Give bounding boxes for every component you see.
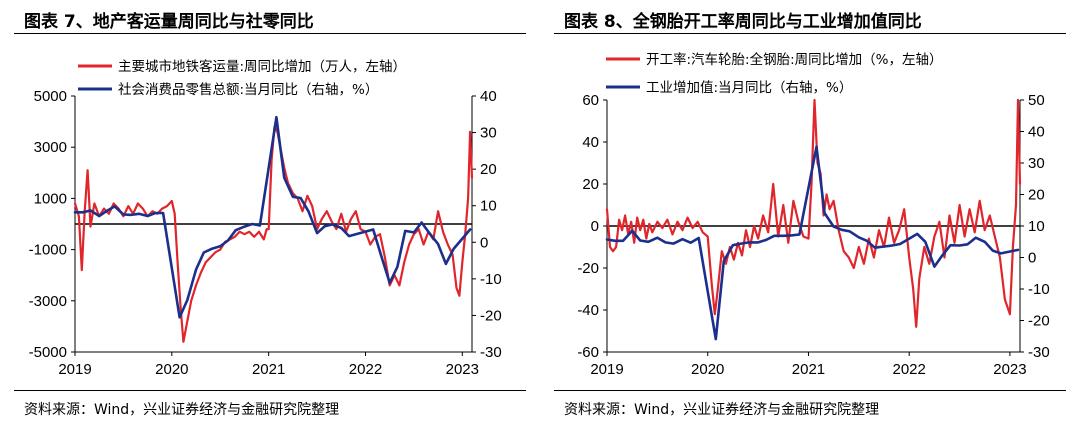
left-tick-label: 3000 <box>34 139 67 156</box>
x-tick-label: 2022 <box>349 361 382 378</box>
right-tick-label: 10 <box>480 198 497 215</box>
chart-title: 图表 8、全钢胎开工率周同比与工业增加值同比 <box>564 12 922 32</box>
right-tick-label: 40 <box>1028 124 1045 141</box>
source-note: 资料来源：Wind，兴业证券经济与金融研究院整理 <box>564 402 880 418</box>
right-tick-label: -30 <box>480 344 502 361</box>
left-tick-label: -1000 <box>29 242 67 259</box>
chart-panel-tire-industry: 图表 8、全钢胎开工率周同比与工业增加值同比 60 40 20 0 -20 -40 -60 5… <box>540 0 1080 427</box>
left-tick-label: 60 <box>582 92 599 109</box>
title-divider <box>14 33 526 34</box>
series-line-red <box>73 125 474 343</box>
right-tick-label: -20 <box>1028 313 1050 330</box>
left-tick-label: -3000 <box>29 293 67 310</box>
x-tick-label: 2021 <box>792 361 825 378</box>
right-tick-label: -10 <box>480 271 502 288</box>
legend-label: 主要城市地铁客运量:周同比增加（万人，左轴） <box>118 58 406 75</box>
right-tick-label: -30 <box>1028 344 1050 361</box>
source-divider <box>14 390 526 391</box>
x-tick-label: 2020 <box>155 361 188 378</box>
right-tick-label: 20 <box>1028 187 1045 204</box>
x-tick-label: 2019 <box>590 361 623 378</box>
source-note: 资料来源：Wind，兴业证券经济与金融研究院整理 <box>24 402 340 418</box>
left-tick-label: -5000 <box>29 344 67 361</box>
x-tick-label: 2020 <box>691 361 724 378</box>
left-tick-label: 20 <box>582 176 599 193</box>
right-tick-label: 30 <box>1028 155 1045 172</box>
left-tick-label: 0 <box>591 218 599 235</box>
left-tick-label: -20 <box>577 260 599 277</box>
right-tick-label: 40 <box>480 88 497 105</box>
right-tick-label: -10 <box>1028 281 1050 298</box>
right-tick-label: -20 <box>480 307 502 324</box>
title-divider <box>554 33 1066 34</box>
left-tick-label: 40 <box>582 134 599 151</box>
panel-header: 图表 7、地产客运量周同比与社零同比 <box>0 0 540 32</box>
left-tick-label: -40 <box>577 302 599 319</box>
source-divider <box>554 390 1066 391</box>
left-tick-label: -60 <box>577 344 599 361</box>
right-tick-label: 10 <box>1028 218 1045 235</box>
x-tick-label: 2019 <box>58 361 91 378</box>
x-tick-label: 2022 <box>893 361 926 378</box>
series-line-red <box>605 98 1022 328</box>
right-tick-label: 0 <box>480 234 488 251</box>
right-tick-label: 30 <box>480 125 497 142</box>
x-tick-label: 2023 <box>993 361 1026 378</box>
chart-title: 图表 7、地产客运量周同比与社零同比 <box>24 12 314 32</box>
right-tick-label: 50 <box>1028 92 1045 109</box>
chart-tire-industry: 60 40 20 0 -20 -40 -60 50 40 30 20 10 0 -10 -20 -30 2019… <box>577 51 1050 378</box>
left-tick-label: 1000 <box>34 190 67 207</box>
chart-panel-metro-retail: 图表 7、地产客运量周同比与社零同比 5000 3000 1000 -1000 -300… <box>0 0 540 418</box>
series-line-navy <box>73 115 472 319</box>
series-line-navy <box>605 145 1020 341</box>
right-tick-label: 20 <box>480 161 497 178</box>
panel-header: 图表 8、全钢胎开工率周同比与工业增加值同比 <box>540 0 1080 32</box>
x-tick-label: 2023 <box>446 361 479 378</box>
legend-label: 社会消费品零售总额:当月同比（右轴，%） <box>118 82 378 98</box>
legend-label: 开工率:汽车轮胎:全钢胎:周同比增加（%，左轴） <box>646 51 942 68</box>
x-tick-label: 2021 <box>252 361 285 378</box>
chart-metro-retail: 5000 3000 1000 -1000 -3000 -5000 40 30 20 10 0 -10 -… <box>29 58 502 378</box>
right-tick-label: 0 <box>1028 250 1036 267</box>
left-tick-label: 5000 <box>34 88 67 105</box>
legend-label: 工业增加值:当月同比（右轴，%） <box>646 80 852 96</box>
